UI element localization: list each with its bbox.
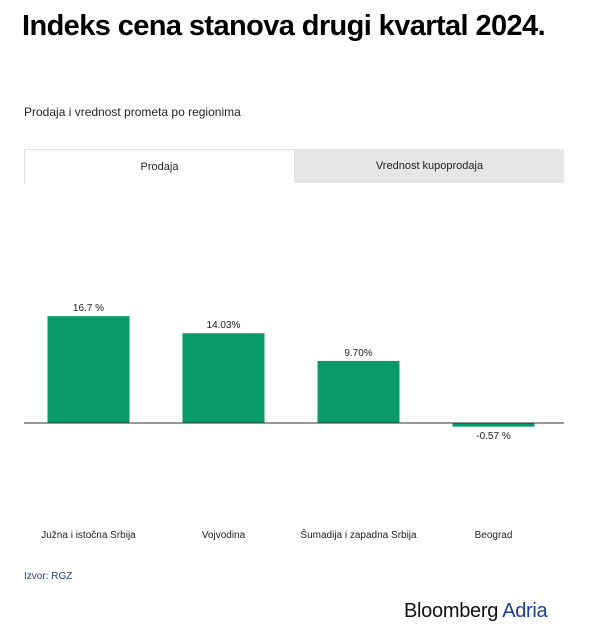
bar-chart: 16.7 % Južna i istočna Srbija 14.03% Vojvod… — [24, 303, 564, 541]
brand-logo: Bloomberg Adria — [404, 600, 548, 623]
data-label: 16.7 % — [73, 303, 104, 314]
brand-name-primary: Bloomberg — [404, 600, 499, 622]
data-label: 9.70% — [344, 348, 372, 359]
tab-prodaja[interactable]: Prodaja — [24, 149, 295, 183]
bar — [317, 360, 400, 423]
chart-subtitle: Prodaja i vrednost prometa po regionima — [24, 105, 241, 119]
source-note: Izvor: RGZ — [24, 571, 73, 582]
bar — [452, 423, 535, 427]
category-label: Šumadija i zapadna Srbija — [300, 528, 417, 541]
data-label: 14.03% — [207, 320, 241, 331]
tab-bar: Prodaja Vrednost kupoprodaja — [24, 149, 564, 183]
bar — [182, 333, 265, 423]
bar — [47, 316, 130, 423]
category-label: Vojvodina — [202, 530, 246, 541]
brand-name-secondary: Adria — [502, 600, 548, 622]
tab-vrednost-kupoprodaja[interactable]: Vrednost kupoprodaja — [375, 160, 484, 172]
page-title: Indeks cena stanova drugi kvartal 2024. — [22, 10, 546, 42]
category-label: Južna i istočna Srbija — [41, 530, 136, 541]
category-label: Beograd — [475, 530, 513, 541]
data-label: -0.57 % — [476, 431, 511, 442]
